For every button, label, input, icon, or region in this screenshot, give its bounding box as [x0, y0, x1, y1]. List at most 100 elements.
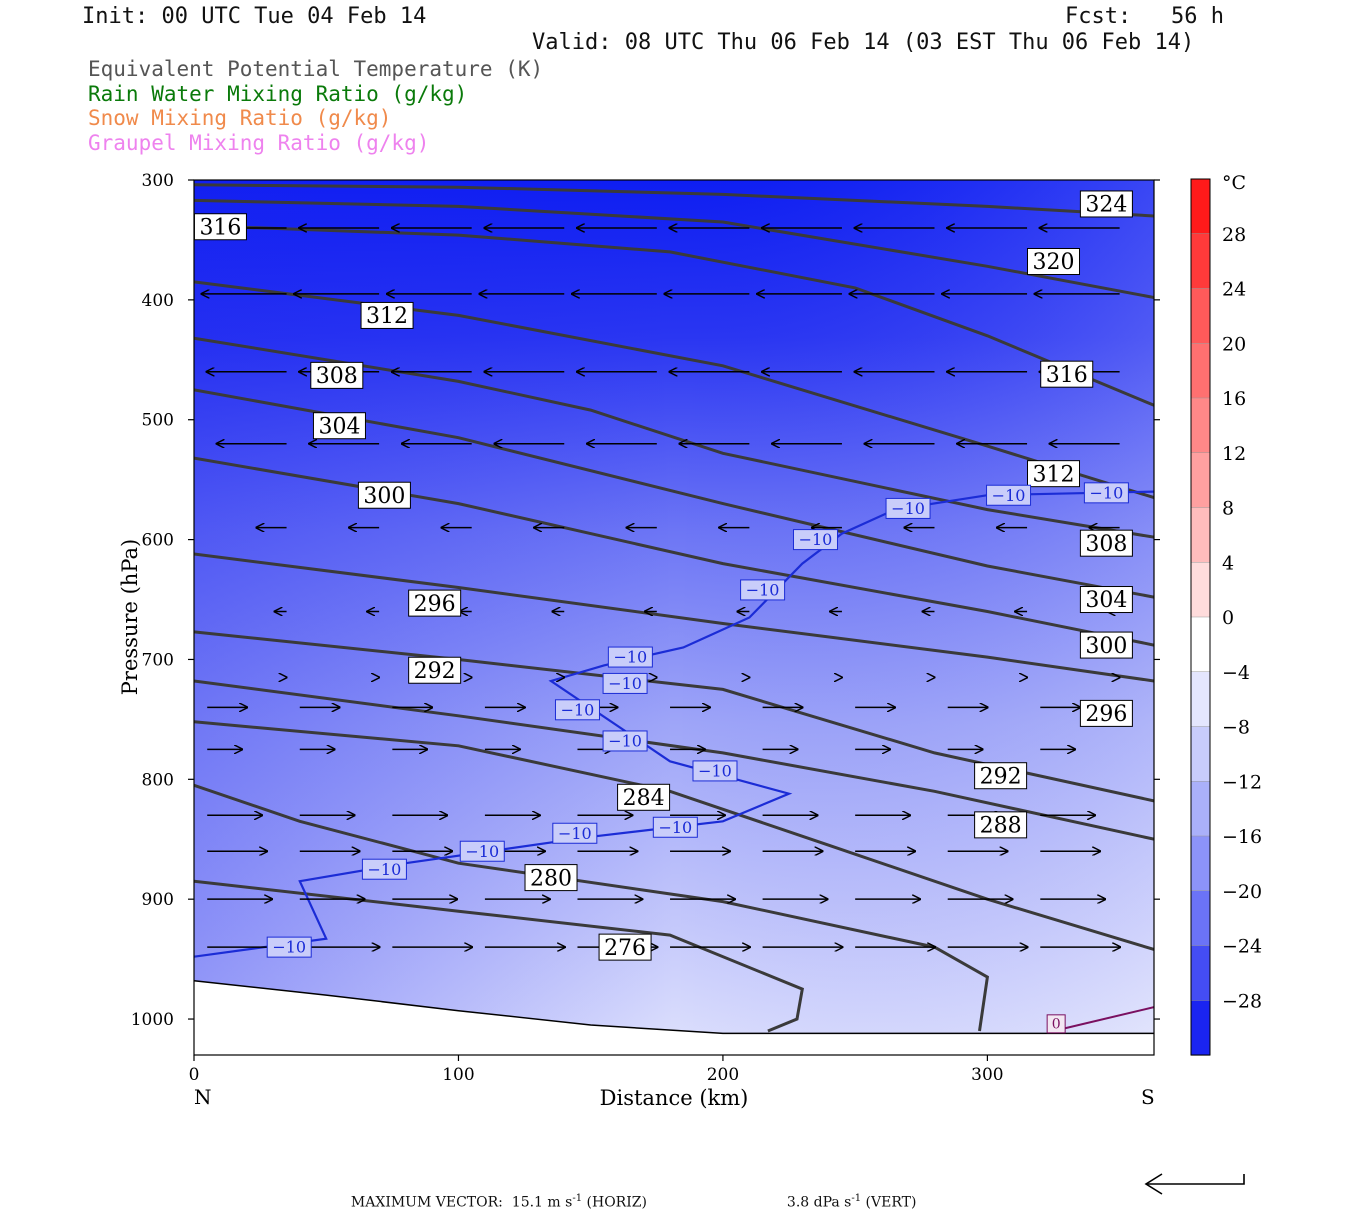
colorbar-segment [1190, 343, 1211, 399]
theta-e-contour-280 [194, 783, 990, 1032]
isotherm-label-minus10: −10 [992, 486, 1026, 505]
isotherm-label-minus10: −10 [1090, 483, 1124, 502]
isotherm-label-minus10-box [607, 646, 653, 668]
colorbar-tick-label: 4 [1222, 552, 1234, 574]
init-time: Init: 00 UTC Tue 04 Feb 14 [82, 4, 427, 29]
colorbar-segment [1190, 616, 1211, 673]
theta-e-contour-308 [194, 336, 1154, 539]
colorbar-segment [1190, 945, 1211, 1001]
theta-e-contour-324 [194, 183, 1154, 218]
terrain-line [193, 979, 1154, 1035]
theta-e-label-292-box [974, 762, 1028, 790]
isotherm-label-minus10-box [692, 760, 738, 782]
theta-e-label-300: 300 [363, 484, 405, 509]
max-vector-label: MAXIMUM VECTOR: 15.1 m s-1 (HORIZ) [342, 1177, 647, 1211]
colorbar-segment [1190, 397, 1211, 454]
end-label-north: N [194, 1085, 212, 1109]
y-tick-label: 900 [142, 890, 174, 910]
colorbar-segment [1190, 507, 1211, 563]
theta-e-label-296-box [408, 589, 462, 617]
theta-e-label-296: 296 [1085, 702, 1127, 727]
legend-graupel: Graupel Mixing Ratio (g/kg) [88, 131, 430, 155]
colorbar-segment [1190, 233, 1211, 290]
colorbar-tick-label: 20 [1222, 333, 1246, 355]
theta-e-label-292: 292 [980, 764, 1022, 789]
isotherm-label-minus10: −10 [746, 581, 780, 600]
colorbar-segment [1190, 890, 1211, 947]
colorbar-segment [1190, 671, 1211, 728]
isotherm-label-minus10-box [361, 858, 407, 880]
isotherm-label-minus10-box [652, 816, 698, 838]
theta-e-contour-316 [194, 224, 1154, 407]
y-tick-label: 700 [142, 650, 174, 670]
reference-vector-icon [1144, 1173, 1245, 1195]
colorbar-segment [1190, 835, 1211, 892]
max-vert-exp: -1 [851, 1193, 862, 1204]
max-vert-label: 3.8 dPa s-1 (VERT) [778, 1177, 917, 1211]
isotherm-label-minus10-box [552, 822, 598, 844]
max-vert-text: 3.8 dPa s [786, 1194, 852, 1211]
colorbar-frame [1190, 178, 1211, 1056]
colorbar-tick-label: 24 [1222, 279, 1246, 301]
theta-e-label-324-box [1079, 190, 1133, 218]
isotherm-zero [1053, 1006, 1154, 1032]
max-horiz-text: MAXIMUM VECTOR: 15.1 m s [350, 1194, 573, 1211]
colorbar: 28 24 20 16 12 8 4 0 −4 −8 −12 −16 −20 −24 −28 °C [1190, 172, 1262, 1056]
y-tick-label: 300 [142, 171, 174, 191]
valid-time: Valid: 08 UTC Thu 06 Feb 14 (03 EST Thu … [532, 30, 1195, 55]
colorbar-tick-label: 28 [1222, 224, 1246, 246]
theta-e-label-308: 308 [1085, 532, 1127, 557]
y-tick-label: 600 [142, 531, 174, 551]
theta-e-label-280-box [524, 864, 578, 892]
theta-e-label-316: 316 [199, 215, 241, 240]
isotherm-label-minus10-box [1083, 482, 1129, 504]
theta-e-label-312-box [1027, 460, 1081, 488]
theta-e-label-320: 320 [1033, 250, 1075, 275]
colorbar-tick-label: −8 [1222, 717, 1250, 739]
theta-e-label-292: 292 [414, 659, 456, 684]
colorbar-tick-label: −12 [1222, 771, 1262, 793]
isotherm-label-minus10: −10 [368, 860, 402, 879]
theta-e-contour-276 [194, 879, 804, 1033]
theta-e-label-312-box [360, 301, 414, 329]
y-tick-label: 500 [142, 411, 174, 431]
isotherm-label-minus10: −10 [272, 938, 306, 957]
colorbar-tick-label: −28 [1222, 990, 1262, 1012]
legend-theta-e: Equivalent Potential Temperature (K) [88, 57, 544, 81]
isotherm-label-minus10: −10 [891, 499, 925, 518]
y-tick-label: 400 [142, 291, 174, 311]
theta-e-label-304-box [312, 412, 366, 440]
theta-e-label-324: 324 [1085, 193, 1127, 218]
isotherm-label-minus10-box [459, 840, 505, 862]
colorbar-tick-label: −24 [1222, 936, 1262, 958]
theta-e-label-296: 296 [414, 592, 456, 617]
theta-e-label-304-box [1079, 586, 1133, 614]
isotherm-label-minus10-box [792, 529, 838, 551]
legend-rain: Rain Water Mixing Ratio (g/kg) [88, 82, 468, 106]
colorbar-tick-label: 16 [1222, 388, 1246, 410]
colorbar-unit: °C [1222, 172, 1246, 194]
theta-e-contour-284 [194, 720, 1154, 951]
theta-e-label-284-box [617, 783, 671, 811]
x-tick-label: 200 [707, 1065, 739, 1085]
isotherm-label-minus10: −10 [608, 674, 642, 693]
theta-e-contour-320 [194, 198, 1154, 299]
theta-e-label-308-box [1079, 529, 1133, 557]
theta-e-contour-288 [194, 679, 1154, 841]
isotherm-label-minus10: −10 [799, 530, 833, 549]
isotherm-label-minus10: −10 [465, 842, 499, 861]
colorbar-tick-label: −16 [1222, 826, 1262, 848]
theta-e-label-276-box [598, 933, 652, 961]
x-tick-label: 0 [189, 1065, 200, 1085]
isotherm-label-minus10-box [885, 497, 931, 519]
x-axis-label: Distance (km) [600, 1086, 749, 1110]
theta-e-label-316-box [193, 213, 247, 241]
colorbar-tick-label: −20 [1222, 881, 1262, 903]
theta-e-label-308-box [310, 361, 364, 389]
theta-e-label-300: 300 [1085, 634, 1127, 659]
y-tick-label: 800 [142, 770, 174, 790]
end-label-south: S [1141, 1085, 1155, 1109]
isotherm-label-minus10-box [602, 672, 648, 694]
theta-e-label-288-box [974, 811, 1028, 839]
